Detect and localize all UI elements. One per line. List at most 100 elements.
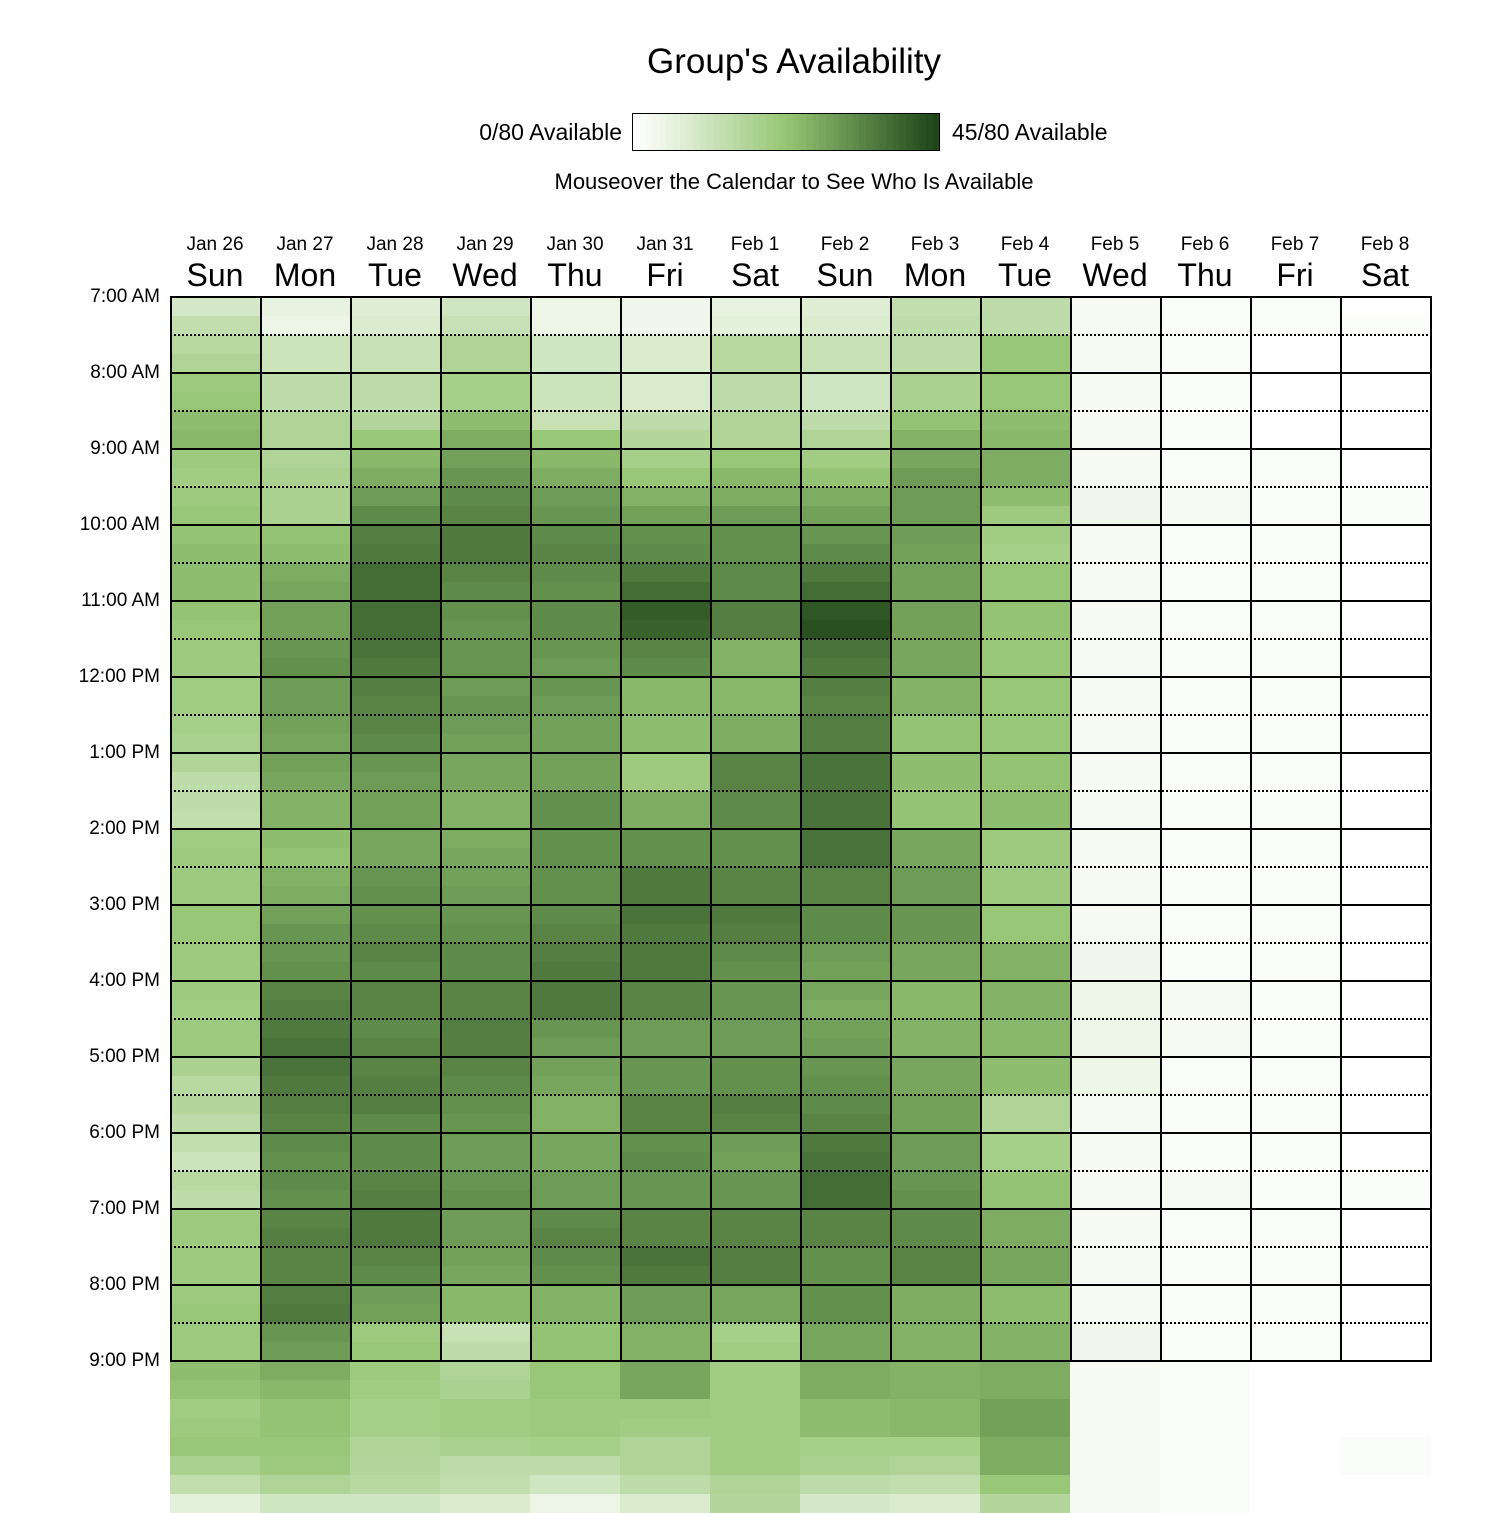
time-slot[interactable] bbox=[350, 449, 440, 468]
time-slot[interactable] bbox=[800, 696, 890, 715]
time-slot[interactable] bbox=[1070, 1475, 1160, 1494]
time-slot[interactable] bbox=[980, 1019, 1070, 1038]
time-slot[interactable] bbox=[980, 1133, 1070, 1152]
time-slot[interactable] bbox=[980, 1494, 1070, 1513]
time-slot[interactable] bbox=[530, 297, 620, 316]
time-slot[interactable] bbox=[1340, 392, 1430, 411]
time-slot[interactable] bbox=[800, 544, 890, 563]
time-slot[interactable] bbox=[710, 525, 800, 544]
time-slot[interactable] bbox=[800, 392, 890, 411]
day-column[interactable] bbox=[260, 296, 350, 1513]
time-slot[interactable] bbox=[710, 1475, 800, 1494]
time-slot[interactable] bbox=[620, 658, 710, 677]
time-slot[interactable] bbox=[800, 1152, 890, 1171]
time-slot[interactable] bbox=[260, 1019, 350, 1038]
time-slot[interactable] bbox=[980, 449, 1070, 468]
time-slot[interactable] bbox=[440, 867, 530, 886]
time-slot[interactable] bbox=[1340, 1475, 1430, 1494]
time-slot[interactable] bbox=[440, 886, 530, 905]
time-slot[interactable] bbox=[1160, 848, 1250, 867]
time-slot[interactable] bbox=[980, 1342, 1070, 1361]
time-slot[interactable] bbox=[1340, 791, 1430, 810]
time-slot[interactable] bbox=[710, 848, 800, 867]
time-slot[interactable] bbox=[350, 848, 440, 867]
time-slot[interactable] bbox=[620, 601, 710, 620]
time-slot[interactable] bbox=[1070, 1228, 1160, 1247]
time-slot[interactable] bbox=[980, 810, 1070, 829]
time-slot[interactable] bbox=[440, 1057, 530, 1076]
time-slot[interactable] bbox=[980, 411, 1070, 430]
time-slot[interactable] bbox=[260, 297, 350, 316]
time-slot[interactable] bbox=[1070, 1247, 1160, 1266]
time-slot[interactable] bbox=[710, 772, 800, 791]
time-slot[interactable] bbox=[170, 316, 260, 335]
time-slot[interactable] bbox=[1070, 1076, 1160, 1095]
time-slot[interactable] bbox=[530, 335, 620, 354]
time-slot[interactable] bbox=[350, 1456, 440, 1475]
time-slot[interactable] bbox=[1250, 544, 1340, 563]
time-slot[interactable] bbox=[440, 1456, 530, 1475]
time-slot[interactable] bbox=[1160, 1456, 1250, 1475]
time-slot[interactable] bbox=[890, 335, 980, 354]
time-slot[interactable] bbox=[800, 1228, 890, 1247]
time-slot[interactable] bbox=[530, 1494, 620, 1513]
time-slot[interactable] bbox=[170, 924, 260, 943]
time-slot[interactable] bbox=[350, 962, 440, 981]
time-slot[interactable] bbox=[1250, 601, 1340, 620]
time-slot[interactable] bbox=[890, 1057, 980, 1076]
time-slot[interactable] bbox=[440, 1494, 530, 1513]
time-slot[interactable] bbox=[980, 791, 1070, 810]
time-slot[interactable] bbox=[530, 924, 620, 943]
time-slot[interactable] bbox=[1340, 525, 1430, 544]
time-slot[interactable] bbox=[350, 506, 440, 525]
time-slot[interactable] bbox=[350, 601, 440, 620]
time-slot[interactable] bbox=[440, 1342, 530, 1361]
time-slot[interactable] bbox=[800, 867, 890, 886]
time-slot[interactable] bbox=[710, 1152, 800, 1171]
time-slot[interactable] bbox=[1340, 715, 1430, 734]
time-slot[interactable] bbox=[620, 487, 710, 506]
time-slot[interactable] bbox=[530, 1475, 620, 1494]
time-slot[interactable] bbox=[710, 791, 800, 810]
time-slot[interactable] bbox=[710, 658, 800, 677]
time-slot[interactable] bbox=[620, 1152, 710, 1171]
time-slot[interactable] bbox=[710, 297, 800, 316]
availability-grid[interactable] bbox=[170, 296, 1432, 1513]
time-slot[interactable] bbox=[1250, 1076, 1340, 1095]
time-slot[interactable] bbox=[710, 354, 800, 373]
time-slot[interactable] bbox=[440, 354, 530, 373]
time-slot[interactable] bbox=[620, 981, 710, 1000]
time-slot[interactable] bbox=[350, 1209, 440, 1228]
time-slot[interactable] bbox=[890, 1019, 980, 1038]
time-slot[interactable] bbox=[440, 1475, 530, 1494]
time-slot[interactable] bbox=[620, 1475, 710, 1494]
time-slot[interactable] bbox=[530, 772, 620, 791]
time-slot[interactable] bbox=[260, 449, 350, 468]
time-slot[interactable] bbox=[890, 753, 980, 772]
time-slot[interactable] bbox=[260, 715, 350, 734]
time-slot[interactable] bbox=[170, 791, 260, 810]
time-slot[interactable] bbox=[980, 1038, 1070, 1057]
time-slot[interactable] bbox=[440, 316, 530, 335]
time-slot[interactable] bbox=[620, 1114, 710, 1133]
time-slot[interactable] bbox=[890, 563, 980, 582]
time-slot[interactable] bbox=[710, 1494, 800, 1513]
time-slot[interactable] bbox=[620, 354, 710, 373]
time-slot[interactable] bbox=[800, 1399, 890, 1418]
time-slot[interactable] bbox=[980, 772, 1070, 791]
time-slot[interactable] bbox=[530, 601, 620, 620]
time-slot[interactable] bbox=[890, 449, 980, 468]
time-slot[interactable] bbox=[1160, 924, 1250, 943]
time-slot[interactable] bbox=[530, 981, 620, 1000]
time-slot[interactable] bbox=[710, 1095, 800, 1114]
time-slot[interactable] bbox=[800, 1247, 890, 1266]
time-slot[interactable] bbox=[260, 620, 350, 639]
time-slot[interactable] bbox=[350, 563, 440, 582]
time-slot[interactable] bbox=[530, 468, 620, 487]
time-slot[interactable] bbox=[1160, 582, 1250, 601]
time-slot[interactable] bbox=[1340, 1361, 1430, 1380]
time-slot[interactable] bbox=[260, 525, 350, 544]
time-slot[interactable] bbox=[1070, 354, 1160, 373]
time-slot[interactable] bbox=[170, 1361, 260, 1380]
time-slot[interactable] bbox=[710, 905, 800, 924]
